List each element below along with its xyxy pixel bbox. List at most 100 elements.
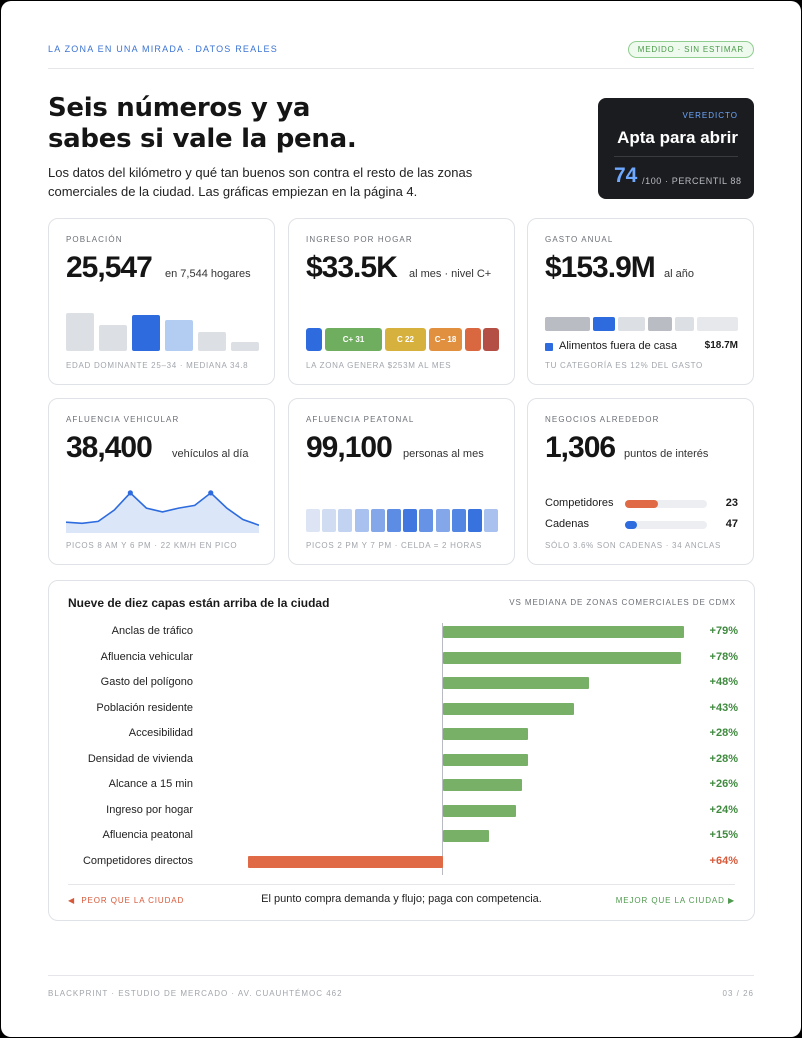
section-kicker: LA ZONA EN UNA MIRADA · DATOS REALES: [48, 44, 278, 54]
heat-cell: [370, 509, 385, 532]
heat-cell: [322, 509, 337, 532]
heat-cell: [484, 509, 499, 532]
card-value: 99,100: [306, 431, 393, 464]
spend-segment: [545, 317, 590, 331]
card-ingreso: INGRESO POR HOGAR $33.5K al mes · nivel …: [288, 218, 515, 385]
comparison-row: Anclas de tráfico +79%: [49, 623, 756, 641]
comparison-row: Gasto del polígono +48%: [49, 674, 756, 692]
footer-divider: [48, 975, 754, 976]
row-value: +28%: [709, 752, 738, 765]
heat-cell: [403, 509, 418, 532]
card-value: 1,306: [545, 431, 616, 464]
age-bar: [165, 320, 193, 351]
comparison-row: Competidores directos +64%: [49, 853, 756, 871]
row-value: 23: [725, 497, 738, 509]
foot-traffic-heatmap: [306, 509, 499, 532]
age-bar: [132, 315, 160, 351]
card-negocios: NEGOCIOS ALREDEDOR 1,306 puntos de inter…: [527, 398, 754, 565]
row-label: Competidores directos: [82, 854, 193, 867]
row-label: Gasto del polígono: [100, 676, 193, 688]
income-segment: [465, 328, 481, 351]
legend-swatch: [545, 343, 553, 351]
income-segment: C+ 31: [325, 328, 382, 351]
footer-left: BLACKPRINT · ESTUDIO DE MERCADO · AV. CU…: [48, 989, 343, 998]
worse-text: PEOR QUE LA CIUDAD: [81, 896, 185, 905]
verdict-percentile: /100 · PERCENTIL 88: [642, 176, 742, 186]
row-label: Accesibilidad: [128, 727, 193, 739]
row-value: +26%: [709, 778, 738, 790]
card-foot: TU CATEGORÍA ES 12% DEL GASTO: [545, 361, 703, 370]
comparison-bar: [443, 804, 517, 817]
card-poblacion: POBLACIÓN 25,547 en 7,544 hogares EDAD D…: [48, 218, 275, 385]
panel-kicker: VS MEDIANA DE ZONAS COMERCIALES DE CDMX: [509, 598, 736, 607]
page-number: 03 / 26: [722, 989, 754, 998]
verdict-box: VEREDICTO Apta para abrir 74 /100 · PERC…: [598, 98, 754, 199]
spend-bar: [545, 317, 738, 331]
income-segment: C 22: [385, 328, 426, 351]
row-value: +24%: [709, 803, 738, 816]
card-value: 38,400: [66, 431, 153, 464]
traffic-area: [66, 492, 259, 533]
panel-conclusion: El punto compra demanda y flujo; paga co…: [261, 893, 542, 905]
card-kicker: AFLUENCIA VEHICULAR: [66, 415, 180, 424]
top-bar: LA ZONA EN UNA MIRADA · DATOS REALES MED…: [48, 35, 754, 69]
income-segment: [483, 328, 499, 351]
row-value: +15%: [709, 829, 738, 841]
measured-badge: MEDIDO · SIN ESTIMAR: [627, 41, 754, 58]
heat-cell: [354, 509, 369, 532]
row-label: Afluencia vehicular: [100, 650, 193, 663]
worse-label: ◀ PEOR QUE LA CIUDAD: [68, 896, 184, 905]
card-kicker: GASTO ANUAL: [545, 235, 614, 244]
card-unit: personas al mes: [403, 448, 484, 460]
card-kicker: NEGOCIOS ALREDEDOR: [545, 415, 660, 424]
card-vehicular: AFLUENCIA VEHICULAR 38,400 vehículos al …: [48, 398, 275, 565]
row-track: [625, 500, 707, 508]
age-bars: [66, 311, 259, 351]
card-kicker: INGRESO POR HOGAR: [306, 235, 413, 244]
comparison-bar: [443, 753, 529, 766]
comparison-bar: [443, 702, 575, 715]
row-value: +28%: [709, 727, 738, 739]
card-unit: al año: [664, 268, 694, 280]
card-value: $153.9M: [545, 251, 656, 284]
spend-segment-highlight: [593, 317, 615, 331]
row-value: +43%: [709, 701, 738, 714]
row-value: +48%: [709, 676, 738, 688]
heat-cell: [338, 509, 353, 532]
comparison-row: Alcance a 15 min +26%: [49, 776, 756, 794]
row-label: Anclas de tráfico: [111, 625, 193, 637]
spend-segment: [618, 317, 645, 331]
spend-segment: [697, 317, 738, 331]
row-value: +64%: [709, 854, 738, 867]
row-track: [625, 521, 707, 529]
traffic-line: [66, 491, 259, 526]
card-kicker: AFLUENCIA PEATONAL: [306, 415, 415, 424]
spend-segment: [648, 317, 672, 331]
card-unit: vehículos al día: [172, 448, 249, 460]
panel-title: Nueve de diez capas están arriba de la c…: [68, 596, 330, 610]
comparison-panel: Nueve de diez capas están arriba de la c…: [48, 580, 755, 921]
income-segment: C− 18: [429, 328, 462, 351]
row-label: Alcance a 15 min: [108, 778, 193, 790]
heat-cell: [419, 509, 434, 532]
card-foot: SÓLO 3.6% SON CADENAS · 34 ANCLAS: [545, 541, 722, 550]
left-arrow-icon: ◀: [68, 896, 76, 905]
row-label: Población residente: [96, 701, 193, 714]
row-fill: [625, 521, 637, 529]
row-fill: [625, 500, 658, 508]
row-label: Afluencia peatonal: [102, 829, 193, 841]
legend-value: $18.7M: [704, 340, 738, 351]
comparison-row: Población residente +43%: [49, 700, 756, 718]
comparison-row: Afluencia vehicular +78%: [49, 649, 756, 667]
spend-legend: Alimentos fuera de casa $18.7M: [545, 340, 738, 354]
row-value: 47: [725, 518, 738, 530]
row-value: +78%: [709, 650, 738, 663]
card-unit: al mes · nivel C+: [409, 268, 492, 280]
title-line-2: sabes si vale la pena.: [48, 124, 357, 154]
heat-cell: [387, 509, 401, 532]
verdict-divider: [614, 156, 738, 157]
card-gasto: GASTO ANUAL $153.9M al año Alimentos fue…: [527, 218, 754, 385]
traffic-peak-dot: [127, 490, 133, 496]
row-value: +79%: [709, 625, 738, 637]
